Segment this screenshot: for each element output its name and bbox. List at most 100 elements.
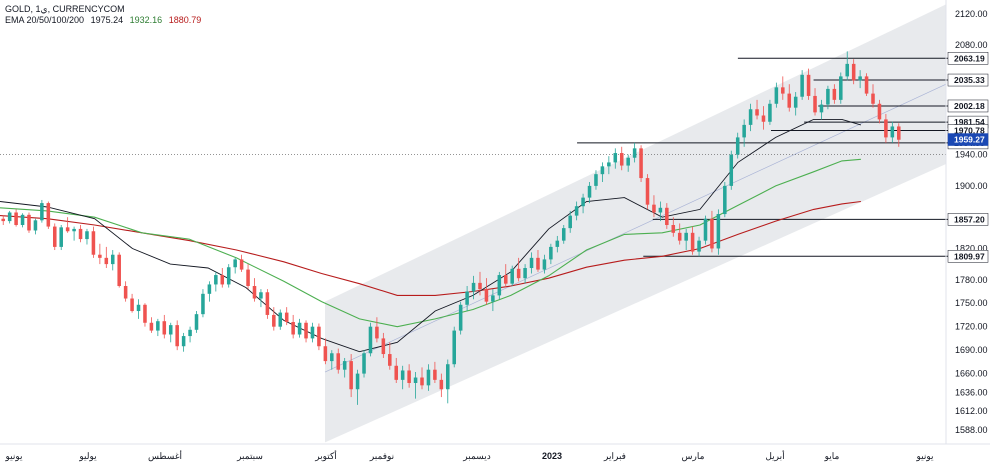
candle-body bbox=[877, 103, 882, 120]
candle-39 bbox=[252, 278, 257, 302]
candle-body bbox=[207, 284, 212, 294]
candle-83 bbox=[536, 250, 540, 272]
candle-body bbox=[781, 87, 785, 94]
candle-body bbox=[677, 232, 682, 241]
candle-body bbox=[413, 377, 418, 383]
candle-119 bbox=[768, 99, 772, 125]
candle-body bbox=[446, 364, 450, 390]
candle-body bbox=[858, 76, 862, 81]
candle-body bbox=[465, 291, 469, 305]
candle-49 bbox=[317, 323, 321, 351]
x-tick-label-2: أغسطس bbox=[148, 449, 182, 462]
candle-body bbox=[323, 346, 328, 362]
candle-body bbox=[278, 312, 283, 327]
candle-body bbox=[716, 214, 721, 249]
level-label-0-box bbox=[947, 52, 989, 65]
candle-46 bbox=[297, 318, 302, 338]
candle-51 bbox=[330, 350, 334, 370]
candle-58 bbox=[375, 317, 379, 343]
candle-body bbox=[272, 314, 276, 327]
candle-40 bbox=[259, 289, 263, 308]
candle-5 bbox=[33, 218, 38, 235]
candle-7 bbox=[46, 201, 51, 229]
candle-104 bbox=[671, 217, 676, 237]
price-axis[interactable]: 2120.00 2080.00 1940.00 1900.00 1820.00 1780.… bbox=[945, 0, 988, 444]
candle-4 bbox=[27, 212, 31, 233]
candle-53 bbox=[342, 357, 347, 378]
candle-body bbox=[368, 326, 373, 354]
candles bbox=[1, 51, 901, 405]
candle-body bbox=[439, 379, 444, 390]
candle-11 bbox=[72, 226, 76, 241]
candle-6 bbox=[40, 199, 44, 223]
candle-105 bbox=[677, 223, 682, 245]
candle-body bbox=[884, 119, 888, 138]
candle-28 bbox=[181, 332, 186, 352]
time-axis[interactable]: يونيو يوليو أغسطس سبتمبر أكتوبر نوفمبر ديسمبر 2… bbox=[0, 443, 990, 462]
candle-9 bbox=[59, 225, 63, 251]
candle-0 bbox=[1, 215, 5, 225]
channel-area bbox=[325, 4, 946, 443]
candle-138 bbox=[890, 121, 895, 143]
candle-129 bbox=[832, 84, 837, 104]
candle-body bbox=[478, 282, 482, 290]
candle-body bbox=[239, 259, 244, 270]
ema200-line bbox=[0, 200, 861, 296]
candle-body bbox=[7, 212, 12, 222]
candle-31 bbox=[201, 289, 205, 318]
candle-body bbox=[735, 137, 740, 155]
candle-23 bbox=[149, 317, 154, 333]
candle-body bbox=[175, 325, 179, 347]
candle-body bbox=[214, 275, 218, 285]
candle-body bbox=[72, 228, 76, 232]
y-tick-label-5: 1780.00 bbox=[955, 275, 988, 285]
candle-body bbox=[839, 76, 843, 100]
y-tick-label-2: 1940.00 bbox=[955, 150, 988, 160]
candle-115 bbox=[742, 119, 746, 147]
candle-body bbox=[652, 204, 656, 213]
ema-lines bbox=[0, 118, 862, 353]
level-label-0: 2063.19 bbox=[947, 52, 989, 65]
candle-8 bbox=[52, 223, 57, 251]
candle-body bbox=[690, 232, 695, 252]
candle-29 bbox=[188, 326, 192, 343]
y-tick-label-9: 1660.00 bbox=[955, 369, 988, 379]
level-label-4-text: 1970.78 bbox=[954, 126, 985, 136]
candle-body bbox=[130, 298, 134, 312]
level-label-2-box bbox=[947, 99, 989, 113]
candle-77 bbox=[497, 271, 502, 300]
candle-74 bbox=[478, 271, 482, 296]
candle-69 bbox=[446, 359, 450, 404]
y-tick-label-7: 1720.00 bbox=[955, 322, 988, 332]
candle-123 bbox=[793, 92, 798, 116]
candle-body bbox=[233, 259, 237, 268]
candle-body bbox=[27, 214, 31, 231]
level-label-6-text: 1857.20 bbox=[954, 214, 985, 224]
level-label-0-text: 2063.19 bbox=[954, 53, 985, 63]
ema50-value: 1932.16 bbox=[129, 15, 163, 25]
candle-75 bbox=[484, 278, 489, 305]
candle-body bbox=[394, 365, 399, 380]
candle-body bbox=[388, 354, 392, 366]
candle-body bbox=[342, 361, 347, 370]
candle-73 bbox=[471, 275, 476, 300]
candle-50 bbox=[323, 338, 328, 365]
y-tick-label-12: 1588.00 bbox=[955, 425, 988, 435]
candle-body bbox=[59, 227, 63, 247]
candle-38 bbox=[246, 264, 250, 290]
candle-body bbox=[613, 153, 618, 163]
current-price-label-text: 1959.27 bbox=[954, 135, 985, 145]
candle-136 bbox=[877, 99, 882, 124]
candle-body bbox=[871, 93, 875, 104]
level-label-2: 2002.18 bbox=[947, 99, 989, 113]
candle-122 bbox=[787, 84, 792, 112]
candle-body bbox=[581, 197, 585, 207]
candle-99 bbox=[639, 145, 643, 182]
candle-body bbox=[555, 240, 560, 247]
candle-3 bbox=[20, 213, 25, 228]
candle-body bbox=[491, 295, 495, 302]
candle-body bbox=[123, 286, 128, 299]
candle-43 bbox=[278, 309, 283, 330]
candle-85 bbox=[549, 243, 553, 265]
